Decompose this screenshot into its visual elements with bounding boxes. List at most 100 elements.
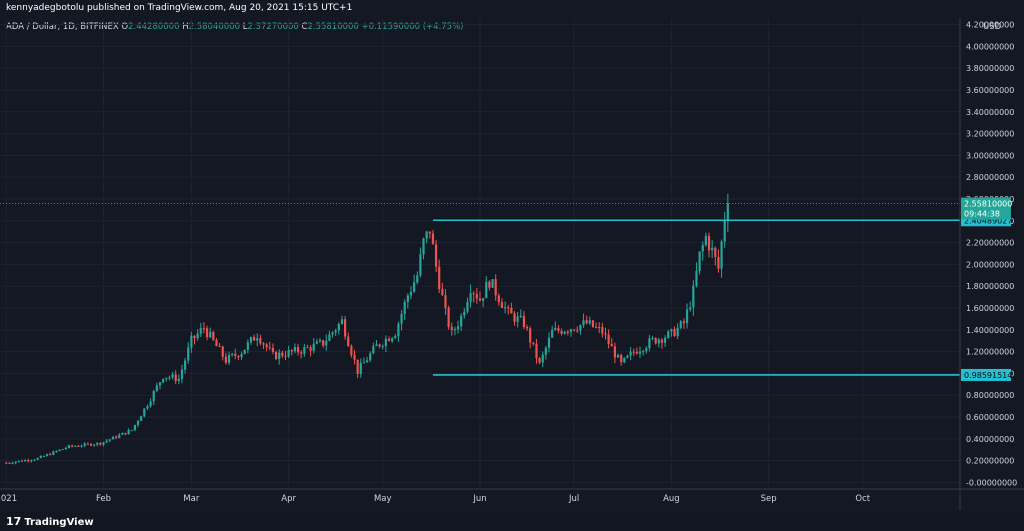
y-tick-label: 4.20000000 — [966, 21, 1014, 30]
candle-body — [375, 344, 378, 347]
x-tick-label: May — [374, 494, 392, 504]
close-value: 2.55810000 — [307, 22, 359, 32]
candle-body — [504, 307, 507, 309]
candle-body — [394, 336, 397, 339]
candle-body — [573, 329, 576, 331]
symbol-label[interactable]: ADA / Dollar, 1D, BITFINEX — [6, 22, 119, 32]
y-tick-label: 3.60000000 — [966, 86, 1014, 95]
candle-body — [620, 354, 623, 363]
candle-body — [143, 408, 146, 417]
tradingview-logo[interactable]: 17 TradingView — [6, 515, 94, 528]
candle-body — [165, 377, 168, 379]
candle-body — [685, 309, 689, 324]
candle-body — [334, 330, 337, 333]
candle-body — [453, 329, 456, 331]
candle-body — [127, 430, 130, 435]
candle-body — [469, 293, 472, 302]
candle-body — [576, 330, 579, 332]
published-text: kennyadegbotolu published on TradingView… — [6, 3, 353, 13]
close-label: C — [301, 22, 308, 32]
candle-body — [124, 432, 127, 435]
candle-body — [215, 339, 218, 347]
candle-body — [331, 332, 334, 335]
candle-body — [162, 378, 165, 383]
candle-body — [350, 346, 353, 356]
candle-body — [196, 333, 199, 339]
candle-body — [83, 443, 86, 446]
candle-body — [645, 348, 648, 352]
candle-body — [441, 289, 444, 296]
candle-body — [303, 347, 306, 354]
y-tick-label: -0.00000000 — [966, 478, 1017, 487]
horizontal-levels[interactable] — [432, 219, 960, 376]
candle-body — [184, 360, 187, 370]
candle-body — [604, 333, 607, 335]
candle-body — [416, 275, 419, 283]
price-chart[interactable]: USD 4.20000000 4.00000000 3.80000000 3.6000… — [0, 0, 1024, 510]
y-tick-label: 1.20000000 — [966, 348, 1014, 357]
candle-body — [547, 337, 551, 348]
candle-body — [695, 271, 698, 286]
candle-body — [111, 436, 115, 440]
candle-body — [256, 338, 259, 341]
y-tick-label: 2.80000000 — [966, 173, 1014, 182]
candle-body — [61, 449, 64, 451]
candle-body — [638, 351, 642, 354]
candle-body — [140, 416, 143, 421]
last-price-label: 2.55810000 — [964, 200, 1012, 209]
candle-body — [391, 338, 394, 342]
candle-body — [714, 247, 717, 257]
candle-body — [171, 374, 174, 378]
candle-body — [664, 337, 667, 343]
candle-body — [525, 326, 529, 329]
candle-body — [406, 295, 409, 302]
candle-body — [328, 334, 331, 341]
y-tick-label: 3.00000000 — [966, 151, 1014, 160]
candle-body — [243, 349, 246, 354]
candle-body — [174, 374, 177, 382]
candle-body — [535, 343, 538, 359]
x-tick-label: Feb — [96, 494, 111, 504]
candle-body — [64, 447, 67, 450]
candle-body — [136, 420, 140, 425]
candle-body — [340, 319, 344, 324]
y-tick-label: 2.20000000 — [966, 239, 1014, 248]
candle-body — [598, 326, 601, 328]
candle-body — [544, 347, 547, 355]
candle-body — [711, 247, 714, 251]
candle-body — [221, 346, 224, 357]
y-tick-label: 3.80000000 — [966, 64, 1014, 73]
candle-body — [42, 455, 46, 457]
candle-body — [58, 449, 61, 452]
candle-body — [202, 328, 206, 330]
candle-body — [114, 436, 118, 438]
candle-body — [557, 328, 560, 331]
candle-body — [365, 360, 369, 363]
low-label: L — [242, 22, 248, 32]
candle-body — [359, 362, 362, 374]
candle-body — [356, 359, 359, 374]
high-value: 2.58040000 — [188, 22, 240, 32]
candle-body — [707, 235, 711, 251]
candle-body — [306, 347, 309, 349]
candle-body — [224, 356, 227, 363]
y-tick-label: 1.80000000 — [966, 282, 1014, 291]
price-axis[interactable]: 4.20000000 4.00000000 3.80000000 3.60000000… — [966, 21, 1017, 488]
candle-body — [205, 328, 209, 338]
y-tick-label: 1.60000000 — [966, 304, 1014, 313]
countdown-label: 09:44:38 — [964, 210, 1000, 219]
candle-body — [262, 343, 265, 345]
candle-body — [149, 401, 152, 407]
candle-body — [14, 461, 17, 464]
candle-body — [623, 357, 626, 363]
candle-body — [180, 369, 184, 379]
candle-body — [720, 241, 723, 269]
candle-body — [632, 351, 635, 353]
candle-body — [519, 315, 522, 317]
candle-body — [268, 347, 271, 349]
candle-body — [563, 331, 566, 334]
time-axis[interactable]: 2021 Feb Mar Apr May Jun Jul Aug Sep Oct — [0, 494, 871, 504]
candle-body — [271, 347, 275, 352]
candle-body — [704, 235, 707, 246]
candle-body — [108, 439, 111, 441]
